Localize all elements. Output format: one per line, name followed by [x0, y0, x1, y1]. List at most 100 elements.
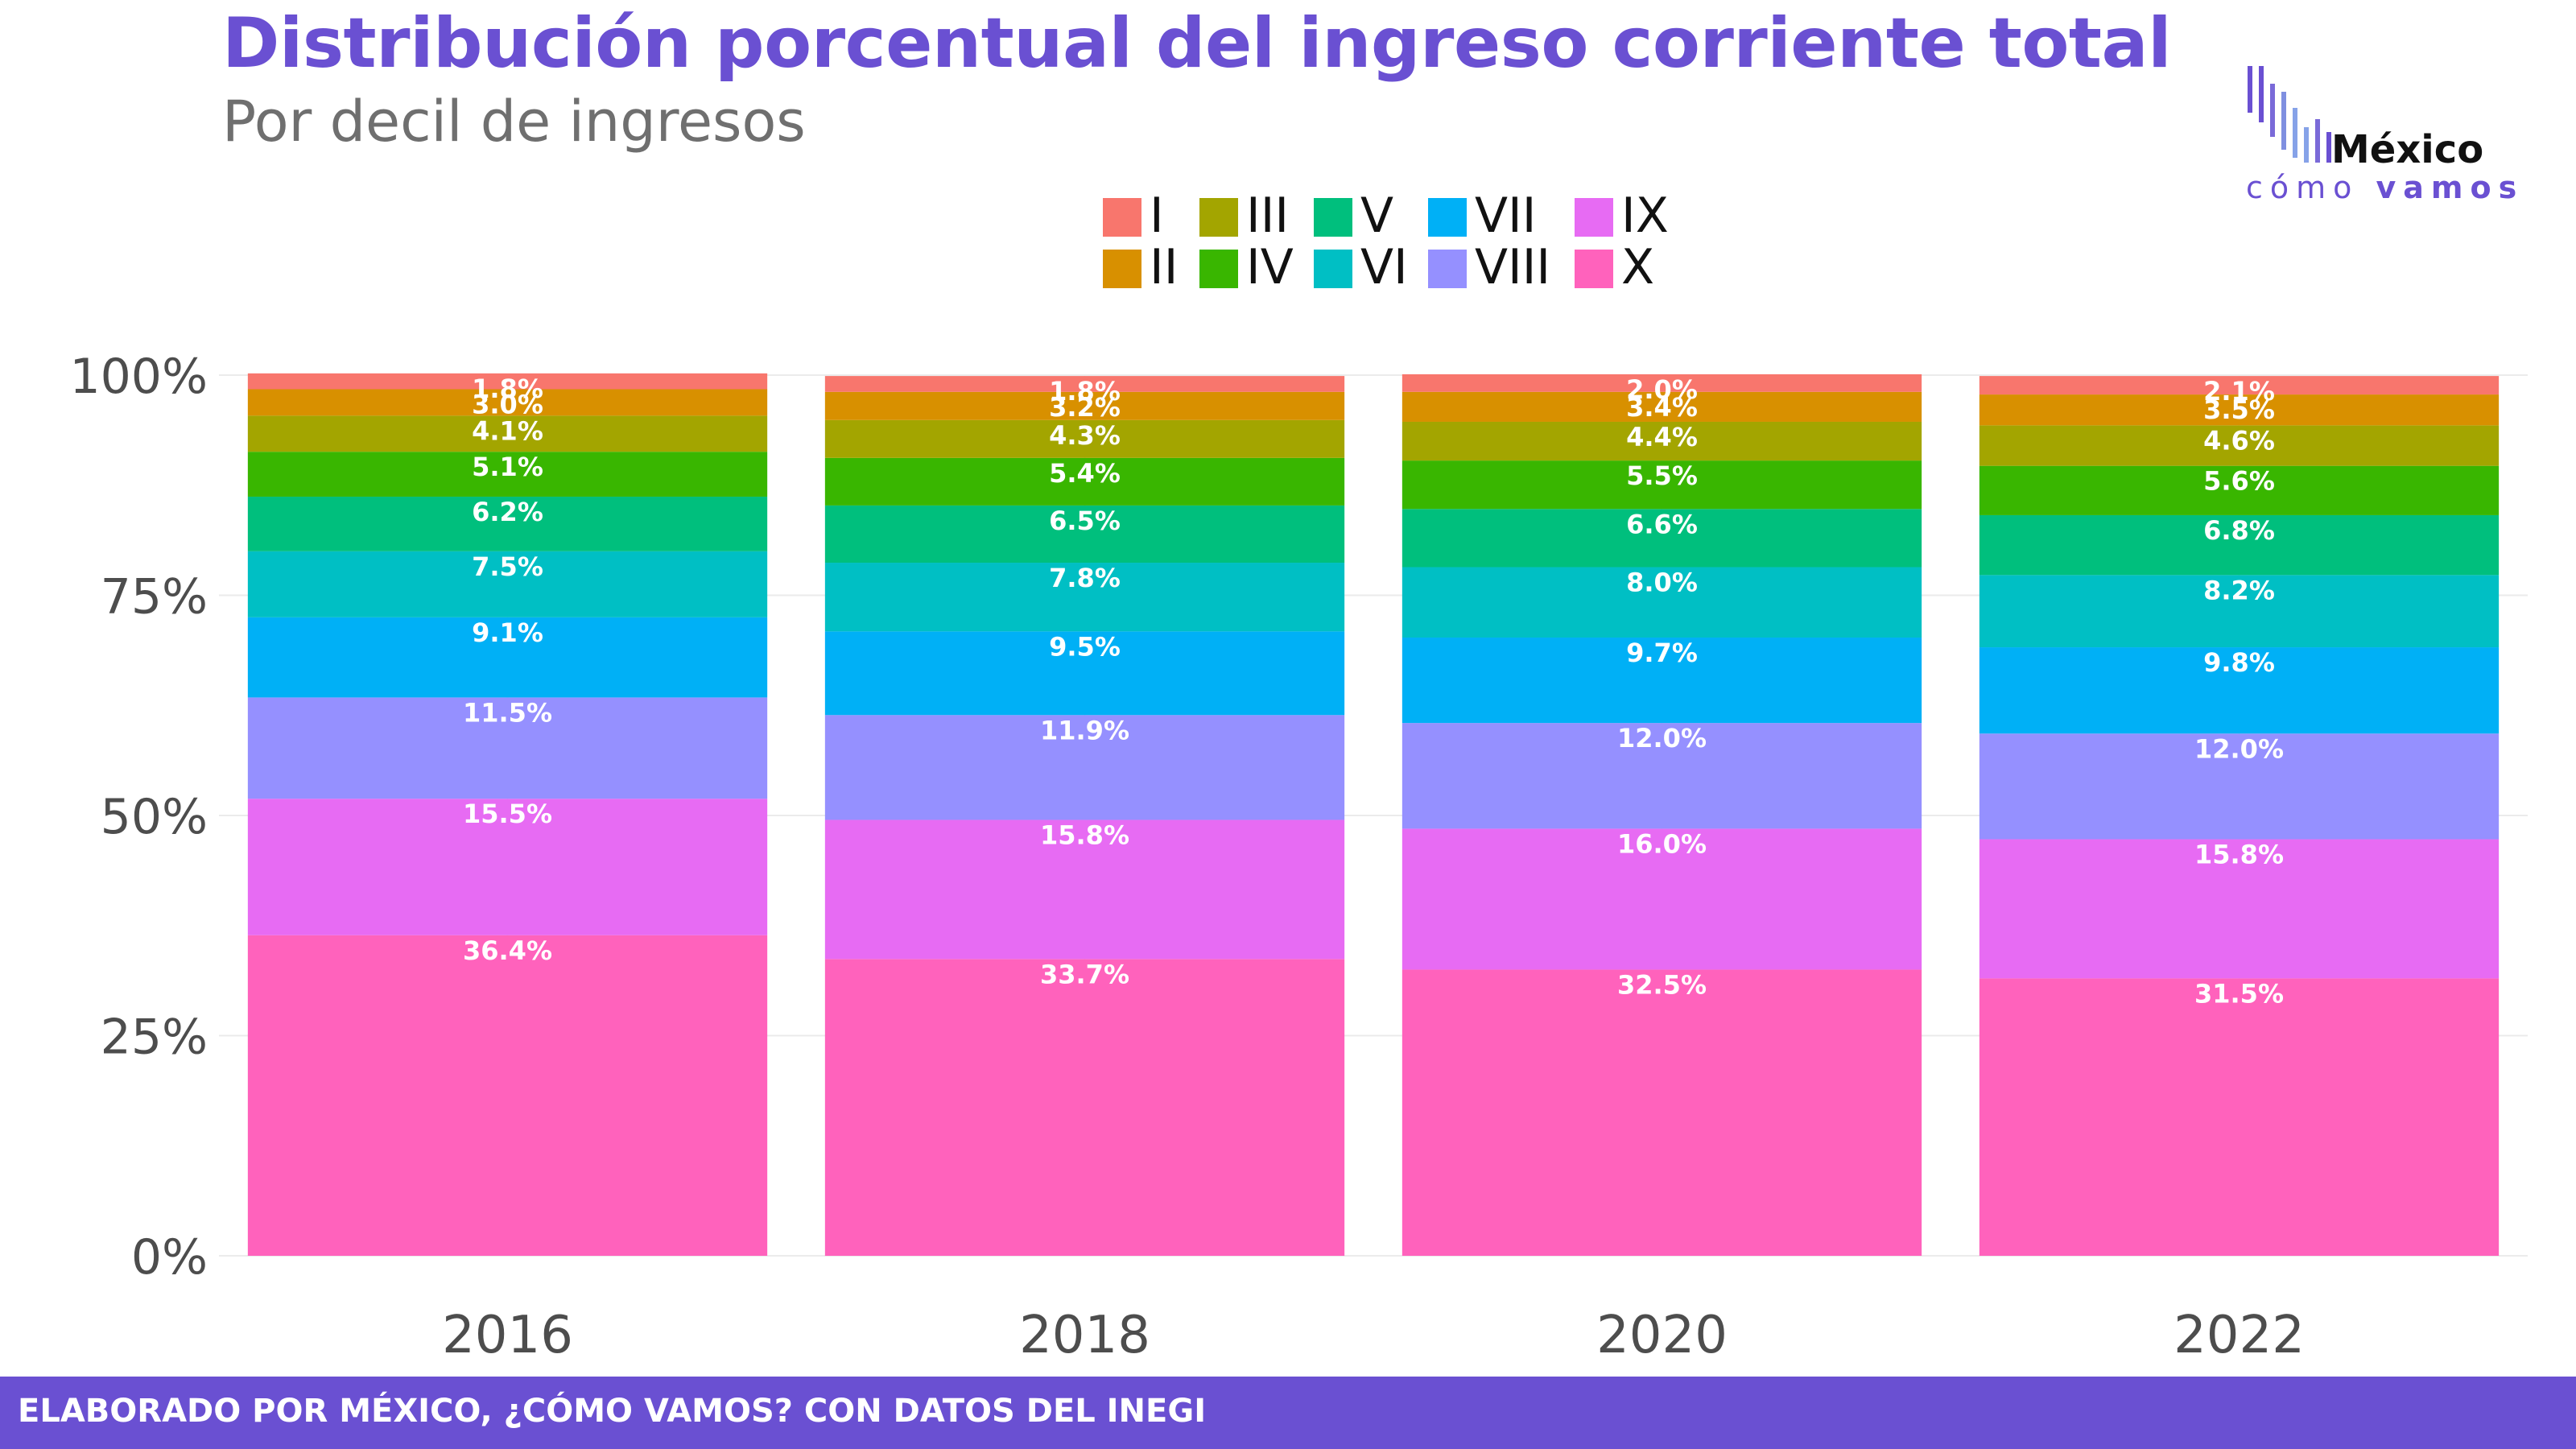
- bar-segment-ii: [247, 389, 768, 416]
- legend-swatch: [1199, 198, 1238, 237]
- bar-segment-viii: [1402, 723, 1922, 829]
- bar-segment-v: [824, 505, 1345, 564]
- bar-segment-ii: [1402, 391, 1922, 422]
- data-label: 5.4%: [1049, 458, 1121, 489]
- bar-segment-iv: [1402, 460, 1922, 510]
- bar-segment-iv: [1979, 465, 2500, 515]
- legend-label: VII: [1475, 188, 1537, 244]
- data-label: 15.8%: [2194, 840, 2284, 870]
- data-label: 8.0%: [1626, 567, 1698, 597]
- legend-swatch: [1103, 198, 1141, 237]
- bar-segment-ix: [1402, 828, 1922, 970]
- data-label: 36.4%: [463, 935, 552, 966]
- y-tick-label: 75%: [101, 569, 208, 625]
- data-label: 6.8%: [2203, 515, 2275, 546]
- data-label: 3.5%: [2203, 394, 2275, 425]
- x-tick-label: 2022: [2174, 1306, 2305, 1365]
- legend-label: X: [1621, 239, 1655, 295]
- svg-text:cómo vamos: cómo vamos: [2246, 170, 2524, 204]
- data-label: 6.2%: [472, 497, 543, 527]
- bar-segment-x: [1979, 978, 2500, 1256]
- logo-line2b: vamos: [2376, 170, 2524, 204]
- bar-segment-vii: [1402, 638, 1922, 724]
- x-tick-label: 2020: [1596, 1306, 1728, 1365]
- bar-segment-iv: [247, 452, 768, 497]
- data-label: 31.5%: [2194, 978, 2284, 1009]
- legend-label: VIII: [1475, 239, 1551, 295]
- bar-segment-vi: [1979, 575, 2500, 648]
- y-tick-label: 50%: [101, 789, 208, 845]
- bar-segment-vii: [824, 631, 1345, 716]
- bar-segment-i: [1402, 374, 1922, 392]
- bar-segment-viii: [247, 697, 768, 799]
- bar-segment-vi: [247, 551, 768, 617]
- stacked-bar-chart: 0% 25% 50% 75% 100% 36.4% 15.5% 11.5% 9.1% 7.5% 6.…: [69, 349, 2528, 1365]
- data-label: 11.5%: [463, 697, 552, 728]
- bar-segment-vii: [247, 617, 768, 698]
- bar-segment-viii: [1979, 733, 2500, 840]
- bar-segment-i: [247, 373, 768, 390]
- bar-segment-x: [824, 959, 1345, 1256]
- data-label: 4.1%: [472, 415, 543, 446]
- data-label: 15.8%: [1040, 819, 1129, 850]
- data-label: 3.0%: [472, 390, 543, 420]
- legend-swatch: [1428, 250, 1467, 288]
- bar-segment-v: [247, 496, 768, 551]
- legend-label: IV: [1246, 239, 1294, 295]
- x-tick-label: 2018: [1019, 1306, 1150, 1365]
- bar-segment-ix: [247, 799, 768, 935]
- data-label: 15.5%: [463, 799, 552, 829]
- logo-line2a: cómo: [2246, 170, 2359, 204]
- bar-segment-iii: [247, 415, 768, 452]
- bar-segment-vi: [1402, 567, 1922, 638]
- data-label: 7.8%: [1049, 563, 1121, 593]
- legend: I II III IV V VI VII VIII IX X: [1103, 188, 1747, 296]
- data-label: 9.7%: [1626, 638, 1698, 668]
- y-tick-label: 100%: [69, 349, 208, 405]
- data-label: 33.7%: [1040, 959, 1129, 989]
- y-tick-label: 25%: [101, 1009, 208, 1066]
- bar-segment-i: [824, 376, 1345, 392]
- data-label: 2.1%: [2203, 376, 2275, 407]
- mexico-como-vamos-logo: México cómo vamos: [2246, 66, 2524, 204]
- data-label: 7.5%: [472, 551, 543, 582]
- legend-label: IX: [1621, 188, 1669, 244]
- footer-source-text: ELABORADO POR MÉXICO, ¿CÓMO VAMOS? CON D…: [18, 1393, 1207, 1430]
- bar-segment-x: [247, 935, 768, 1256]
- data-label: 1.8%: [472, 374, 543, 404]
- data-label: 8.2%: [2203, 575, 2275, 605]
- legend-label: V: [1360, 188, 1394, 244]
- legend-swatch: [1575, 250, 1613, 288]
- data-label: 9.5%: [1049, 631, 1121, 662]
- data-label: 12.0%: [1617, 723, 1707, 753]
- bar-segment-ii: [1979, 394, 2500, 426]
- data-label: 4.6%: [2203, 425, 2275, 456]
- bar-segment-viii: [824, 715, 1345, 820]
- chart-subtitle: Por decil de ingresos: [222, 89, 806, 155]
- data-label: 9.1%: [472, 617, 543, 648]
- data-label: 6.6%: [1626, 509, 1698, 539]
- legend-swatch: [1103, 250, 1141, 288]
- bar-segment-iii: [1979, 425, 2500, 466]
- legend-swatch: [1314, 198, 1352, 237]
- data-label: 32.5%: [1617, 969, 1707, 1000]
- data-label: 5.5%: [1626, 460, 1698, 491]
- legend-swatch: [1575, 198, 1613, 237]
- footer-bar: ELABORADO POR MÉXICO, ¿CÓMO VAMOS? CON D…: [0, 1377, 2576, 1449]
- bar-segment-ix: [824, 819, 1345, 960]
- bar-segment-v: [1979, 514, 2500, 576]
- data-label: 12.0%: [2194, 733, 2284, 764]
- y-tick-label: 0%: [131, 1229, 208, 1286]
- x-tick-label: 2016: [442, 1306, 573, 1365]
- bar-segment-iv: [824, 457, 1345, 506]
- data-label: 11.9%: [1040, 715, 1129, 745]
- legend-label: I: [1150, 188, 1164, 244]
- legend-swatch: [1314, 250, 1352, 288]
- data-label: 16.0%: [1617, 828, 1707, 859]
- bar-segment-i: [1979, 376, 2500, 395]
- legend-label: VI: [1360, 239, 1408, 295]
- data-label: 4.4%: [1626, 422, 1698, 452]
- bar-segment-x: [1402, 969, 1922, 1256]
- legend-swatch: [1199, 250, 1238, 288]
- logo-bars-icon: [2248, 66, 2331, 163]
